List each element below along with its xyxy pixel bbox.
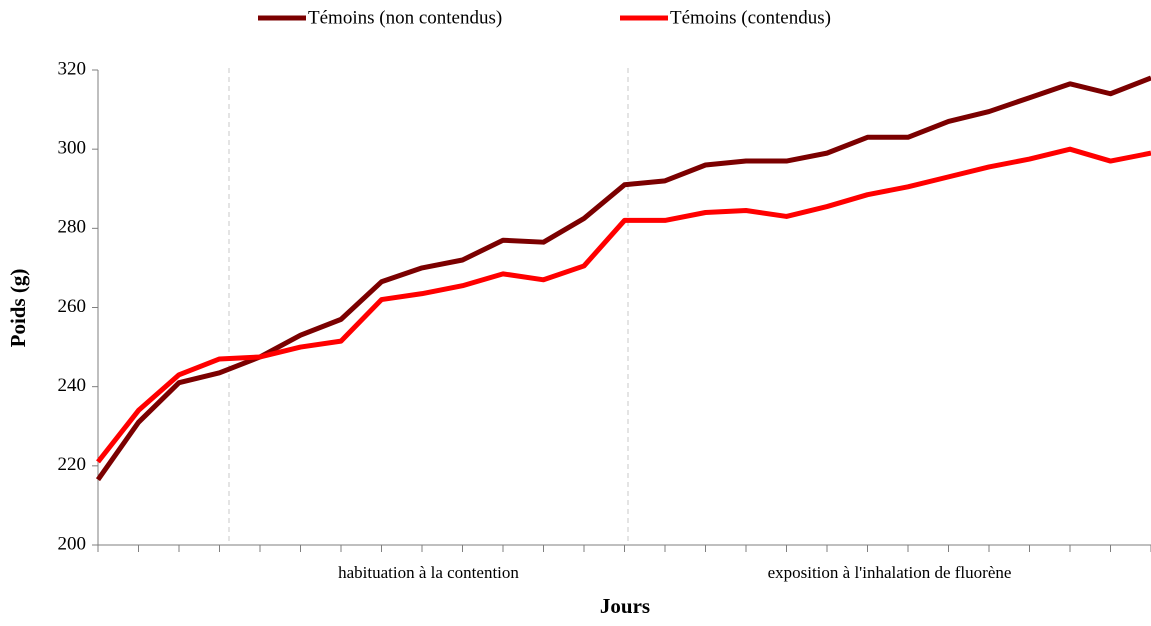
y-tick-label: 220 [58, 454, 87, 475]
y-tick-label: 260 [58, 296, 87, 317]
series-line [96, 146, 1151, 464]
y-tick-label: 320 [58, 58, 87, 79]
legend-label: Témoins (contendus) [670, 7, 831, 28]
y-axis-title: Poids (g) [6, 269, 30, 348]
legend-label: Témoins (non contendus) [308, 7, 502, 28]
group-label: habituation à la contention [338, 563, 519, 582]
group-label: exposition à l'inhalation de fluorène [768, 563, 1012, 582]
x-axis-title: Jours [600, 594, 650, 618]
y-tick-label: 300 [58, 138, 87, 159]
series-line [95, 75, 1151, 482]
y-tick-label: 280 [58, 217, 87, 238]
y-tick-label: 240 [58, 375, 87, 396]
y-tick-label: 200 [58, 533, 87, 554]
